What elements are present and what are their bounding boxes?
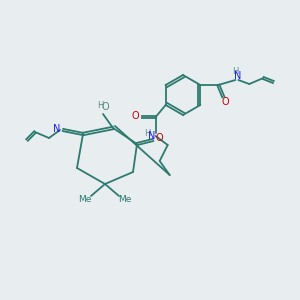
- Text: N: N: [234, 71, 241, 81]
- Text: O: O: [101, 102, 109, 112]
- Text: H: H: [232, 68, 239, 76]
- Text: Me: Me: [118, 194, 132, 203]
- Text: N: N: [53, 124, 61, 134]
- Text: O: O: [132, 111, 140, 121]
- Text: H: H: [145, 130, 151, 139]
- Text: H: H: [97, 101, 103, 110]
- Text: Me: Me: [78, 194, 92, 203]
- Text: O: O: [221, 97, 229, 107]
- Text: O: O: [155, 133, 163, 143]
- Text: N: N: [148, 131, 155, 141]
